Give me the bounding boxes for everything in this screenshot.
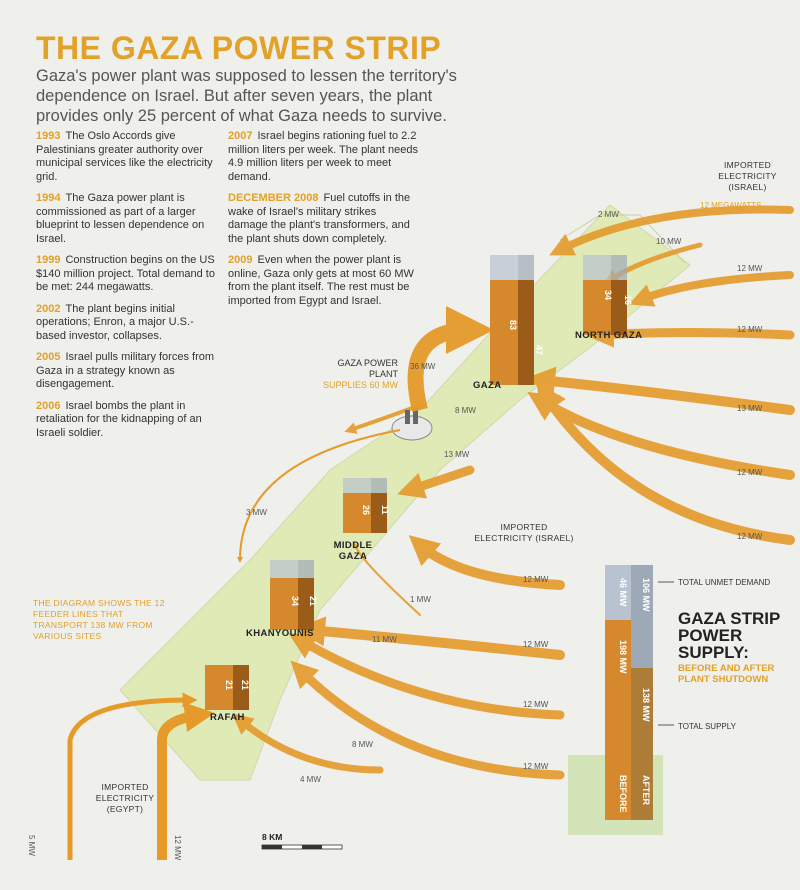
timeline-event: 2002 The plant begins initial operations;… [36,302,194,342]
supply-subtitle: BEFORE AND AFTER PLANT SHUTDOWN [678,663,775,685]
page-title: THE GAZA POWER STRIP [36,30,442,66]
flow-label: 3 MW [246,508,267,517]
flow-label: 5 MW [27,835,36,856]
svg-text:11: 11 [380,505,390,515]
region-label-rafah: RAFAH [210,712,245,723]
diagram-note: THE DIAGRAM SHOWS THE 12 FEEDER LINES TH… [33,598,165,641]
flow-label: 1 MW [410,595,431,604]
svg-text:198 MW: 198 MW [618,640,628,674]
scale-bar [261,844,343,850]
total-supply-label: TOTAL SUPPLY [678,722,736,731]
region-label-gaza: GAZA [473,380,502,391]
svg-text:34: 34 [603,290,613,300]
flow-label: 10 MW [656,237,682,246]
imported-israel-top-label: IMPORTED ELECTRICITY (ISRAEL) [718,160,777,192]
svg-text:46 MW: 46 MW [618,578,628,607]
region-label-middle-gaza: MIDDLE GAZA [333,540,373,562]
timeline-event: 1993 The Oslo Accords give Palestinians g… [36,130,213,183]
flow-label: 12 MW [523,700,549,709]
svg-text:106 MW: 106 MW [641,578,651,612]
timeline-event: 1999 Construction begins on the US $140 m… [36,254,215,293]
timeline-event: 2009 Even when the power plant is online,… [228,254,414,307]
power-plant-icon [391,408,433,441]
timeline-event: 2005 Israel pulls military forces from Ga… [36,351,215,390]
flow-label: 12 MW [737,325,763,334]
egypt-arrow-2 [157,702,215,860]
imported-egypt-label: IMPORTED ELECTRICITY (EGYPT) [95,782,155,814]
page-subtitle: Gaza's power plant was supposed to lesse… [36,67,457,125]
svg-text:21: 21 [224,680,234,690]
egypt-arrow-1 [67,692,198,860]
flow-label: 13 MW [444,450,470,459]
supply-column: 46 MW 106 MW 198 MW 138 MW BEFORE AFTER [568,565,674,835]
power-plant-label: GAZA POWER PLANT SUPPLIES 60 MW [322,358,398,390]
timeline-event: DECEMBER 2008 Fuel cutoffs in the wake of… [228,192,411,245]
region-bars: 83 47 34 16 26 11 34 21 21 21 [205,255,633,710]
flow-label: 12 MW [737,264,763,273]
flow-label: 36 MW [410,362,436,371]
svg-text:26: 26 [361,505,371,515]
svg-text:138 MW: 138 MW [641,688,651,722]
flow-label: 12 MW [737,468,763,477]
region-label-khanyounis: KHANYOUNIS [246,628,314,639]
total-unmet-label: TOTAL UNMET DEMAND [678,578,771,587]
flow-label: 2 MW [598,210,619,219]
flow-label: 12 MW [173,835,182,861]
svg-text:21: 21 [308,596,318,606]
flow-label: 13 MW [737,404,763,413]
timeline-event: 2007 Israel begins rationing fuel to 2.2 … [228,130,418,183]
flow-label: 12 MW [523,762,549,771]
flow-label: 12 MW [523,640,549,649]
scale-label: 8 KM [262,832,283,842]
timeline-event: 1994 The Gaza power plant is commissioned… [36,192,205,245]
flow-label: 4 MW [300,775,321,784]
svg-text:16: 16 [623,295,633,305]
flow-label: 11 MW [372,635,397,644]
israel-feeder-arrows [231,205,795,780]
timeline-column-1: 1993 The Oslo Accords give Palestinians g… [36,130,218,448]
supply-summary: GAZA STRIP POWER SUPPLY: BEFORE AND AFTE… [678,610,798,685]
flow-label: 12 MW [737,532,763,541]
supply-title: GAZA STRIP POWER SUPPLY: [678,609,781,662]
svg-text:47: 47 [534,345,544,355]
svg-text:34: 34 [290,596,300,606]
imported-israel-mid-label: IMPORTED ELECTRICITY (ISRAEL) [474,522,574,543]
flow-label: 12 MW [523,575,549,584]
svg-text:AFTER: AFTER [641,775,651,805]
plant-to-gaza-arrow [407,306,494,412]
twelve-megawatts-label: 12 MEGAWATTS [700,201,762,210]
region-label-north-gaza: NORTH GAZA [575,330,643,341]
timeline-event: 2006 Israel bombs the plant in retaliatio… [36,399,202,439]
svg-text:21: 21 [240,680,250,690]
gaza-bar-text: 83 [508,320,518,330]
flow-label: 8 MW [352,740,373,749]
timeline-column-2: 2007 Israel begins rationing fuel to 2.2 … [228,130,418,316]
svg-text:BEFORE: BEFORE [618,775,628,813]
flow-label: 8 MW [455,406,476,415]
